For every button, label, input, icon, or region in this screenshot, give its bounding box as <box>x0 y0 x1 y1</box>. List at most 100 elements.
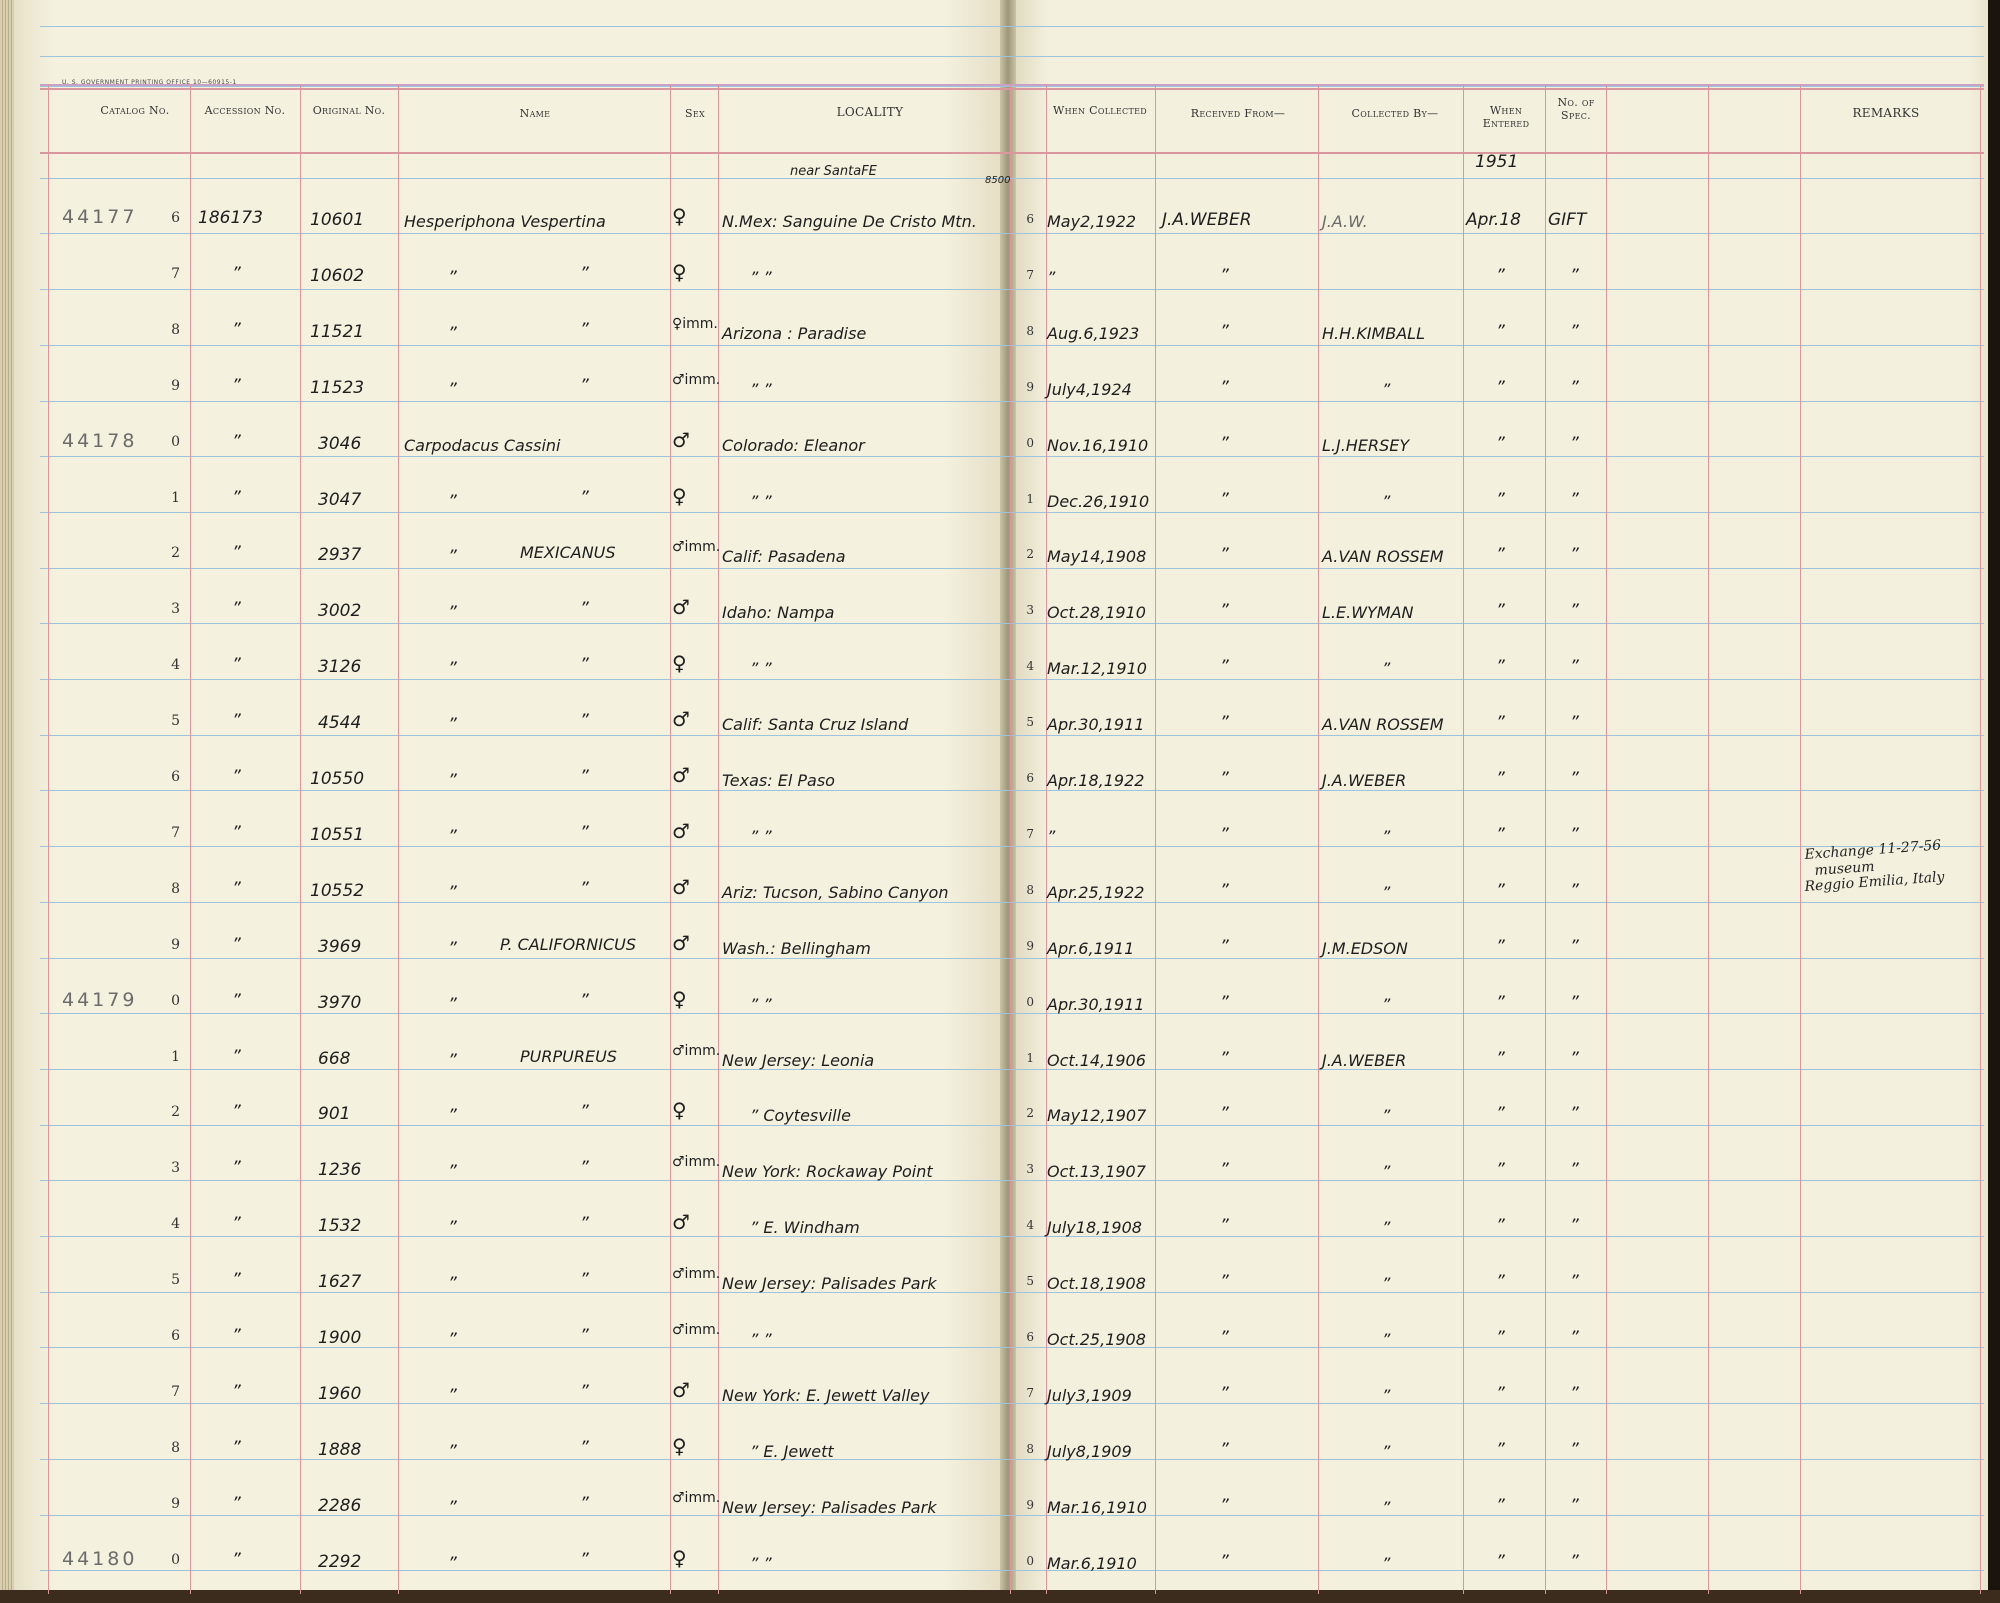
number-of-specimens: ” <box>1570 601 1579 621</box>
sex-symbol: ♀ <box>672 987 687 1011</box>
sex-symbol: ♀ <box>672 1434 687 1458</box>
original-number: 3047 <box>318 490 362 510</box>
received-from: ” <box>1220 1328 1229 1348</box>
name-subspecies: ” <box>580 264 589 284</box>
header-rule-bottom <box>40 152 1984 154</box>
number-of-specimens: ” <box>1570 1552 1579 1572</box>
name-ditto: ” <box>448 603 457 623</box>
row-index-right: 9 <box>1026 939 1034 953</box>
number-of-specimens: ” <box>1570 266 1579 286</box>
name-ditto: ” <box>448 547 457 567</box>
row-index-left: 3 <box>171 601 180 617</box>
collected-by: J.A.WEBER <box>1322 771 1407 790</box>
ruling-line <box>40 1125 1984 1126</box>
accession-number: ” <box>232 1214 241 1234</box>
name-subspecies: ” <box>580 879 589 899</box>
row-index-right: 7 <box>1026 268 1034 282</box>
header-original: Original No. <box>312 104 386 117</box>
collected-by: ” <box>1382 1386 1391 1405</box>
name-ditto: ” <box>448 1218 457 1238</box>
number-of-specimens: ” <box>1570 1496 1579 1516</box>
original-number: 11523 <box>310 378 365 398</box>
row-index-left: 9 <box>171 937 180 953</box>
locality: ” ” <box>750 1330 772 1349</box>
original-number: 2286 <box>318 1496 362 1516</box>
accession-number: ” <box>232 1326 241 1346</box>
locality: Idaho: Nampa <box>722 603 835 622</box>
accession-number: ” <box>232 1550 241 1570</box>
locality: Wash.: Bellingham <box>722 939 871 958</box>
printer-imprint: U. S. GOVERNMENT PRINTING OFFICE 10—6091… <box>62 79 237 86</box>
date-collected: Oct.28,1910 <box>1047 603 1146 622</box>
sex-symbol: ♂imm. <box>672 539 721 555</box>
ruling-line <box>40 26 1984 27</box>
column-rule <box>398 84 399 1594</box>
row-index-left: 9 <box>171 1496 180 1512</box>
original-number: 10601 <box>310 210 365 230</box>
book-bottom-edge <box>0 1590 2000 1603</box>
date-entered: ” <box>1496 1552 1505 1572</box>
number-of-specimens: ” <box>1570 825 1579 845</box>
original-number: 1532 <box>318 1216 362 1236</box>
name-subspecies: ” <box>580 823 589 843</box>
name-subspecies: ” <box>580 1326 589 1346</box>
date-collected: Mar.6,1910 <box>1047 1554 1137 1573</box>
date-entered: ” <box>1496 601 1505 621</box>
locality: Texas: El Paso <box>722 771 835 790</box>
original-number: 10551 <box>310 825 365 845</box>
name-ditto: ” <box>448 1051 457 1071</box>
ruling-line <box>40 512 1984 513</box>
collected-by: ” <box>1382 380 1391 399</box>
collected-by: ” <box>1382 1218 1391 1237</box>
number-of-specimens: ” <box>1570 1384 1579 1404</box>
ruling-line <box>40 958 1984 959</box>
sex-symbol: ♀ <box>672 1546 687 1570</box>
sex-symbol: ♂imm. <box>672 1490 721 1506</box>
name-ditto: ” <box>448 324 457 344</box>
header-collected-by: Collected By— <box>1351 107 1439 120</box>
number-of-specimens: ” <box>1570 881 1579 901</box>
ruling-line <box>40 1069 1984 1070</box>
page-stack-edge <box>0 0 16 1603</box>
locality: New Jersey: Leonia <box>722 1051 875 1070</box>
original-number: 668 <box>318 1049 351 1069</box>
row-index-right: 4 <box>1026 659 1034 673</box>
collected-by: ” <box>1382 1106 1391 1125</box>
collected-by: J.A.W. <box>1322 212 1368 231</box>
name-subspecies: PURPUREUS <box>520 1047 617 1066</box>
date-collected: Mar.16,1910 <box>1047 1498 1147 1517</box>
locality: N.Mex: Sanguine De Cristo Mtn. <box>722 212 977 231</box>
date-collected: July4,1924 <box>1047 380 1132 399</box>
accession-number: ” <box>232 599 241 619</box>
ruling-line <box>40 1515 1984 1516</box>
original-number: 901 <box>318 1104 351 1124</box>
left-page <box>14 0 1008 1595</box>
received-from: ” <box>1220 881 1229 901</box>
date-collected: Apr.30,1911 <box>1047 995 1145 1014</box>
accession-number: ” <box>232 655 241 675</box>
collected-by: H.H.KIMBALL <box>1322 324 1425 343</box>
ruling-line <box>40 568 1984 569</box>
name-subspecies: ” <box>580 1158 589 1178</box>
name-subspecies: ” <box>580 599 589 619</box>
ruling-line <box>40 345 1984 346</box>
original-number: 1900 <box>318 1328 362 1348</box>
column-rule <box>1318 84 1319 1594</box>
received-from: J.A.WEBER <box>1162 210 1252 230</box>
locality: ” E. Jewett <box>750 1442 834 1461</box>
locality: New Jersey: Palisades Park <box>722 1498 937 1517</box>
sex-symbol: ♀ <box>672 1098 687 1122</box>
row-index-left: 4 <box>171 1216 180 1232</box>
number-of-specimens: ” <box>1570 378 1579 398</box>
name-subspecies: ” <box>580 1382 589 1402</box>
date-collected: Dec.26,1910 <box>1047 492 1150 511</box>
locality: ” ” <box>750 380 772 399</box>
received-from: ” <box>1220 1104 1229 1124</box>
name-ditto: ” <box>448 659 457 679</box>
original-number: 3002 <box>318 601 362 621</box>
sex-symbol: ♂imm. <box>672 1154 721 1170</box>
row-index-right: 0 <box>1026 1554 1034 1568</box>
number-of-specimens: ” <box>1570 1049 1579 1069</box>
number-of-specimens: ” <box>1570 993 1579 1013</box>
ruling-line <box>40 401 1984 402</box>
